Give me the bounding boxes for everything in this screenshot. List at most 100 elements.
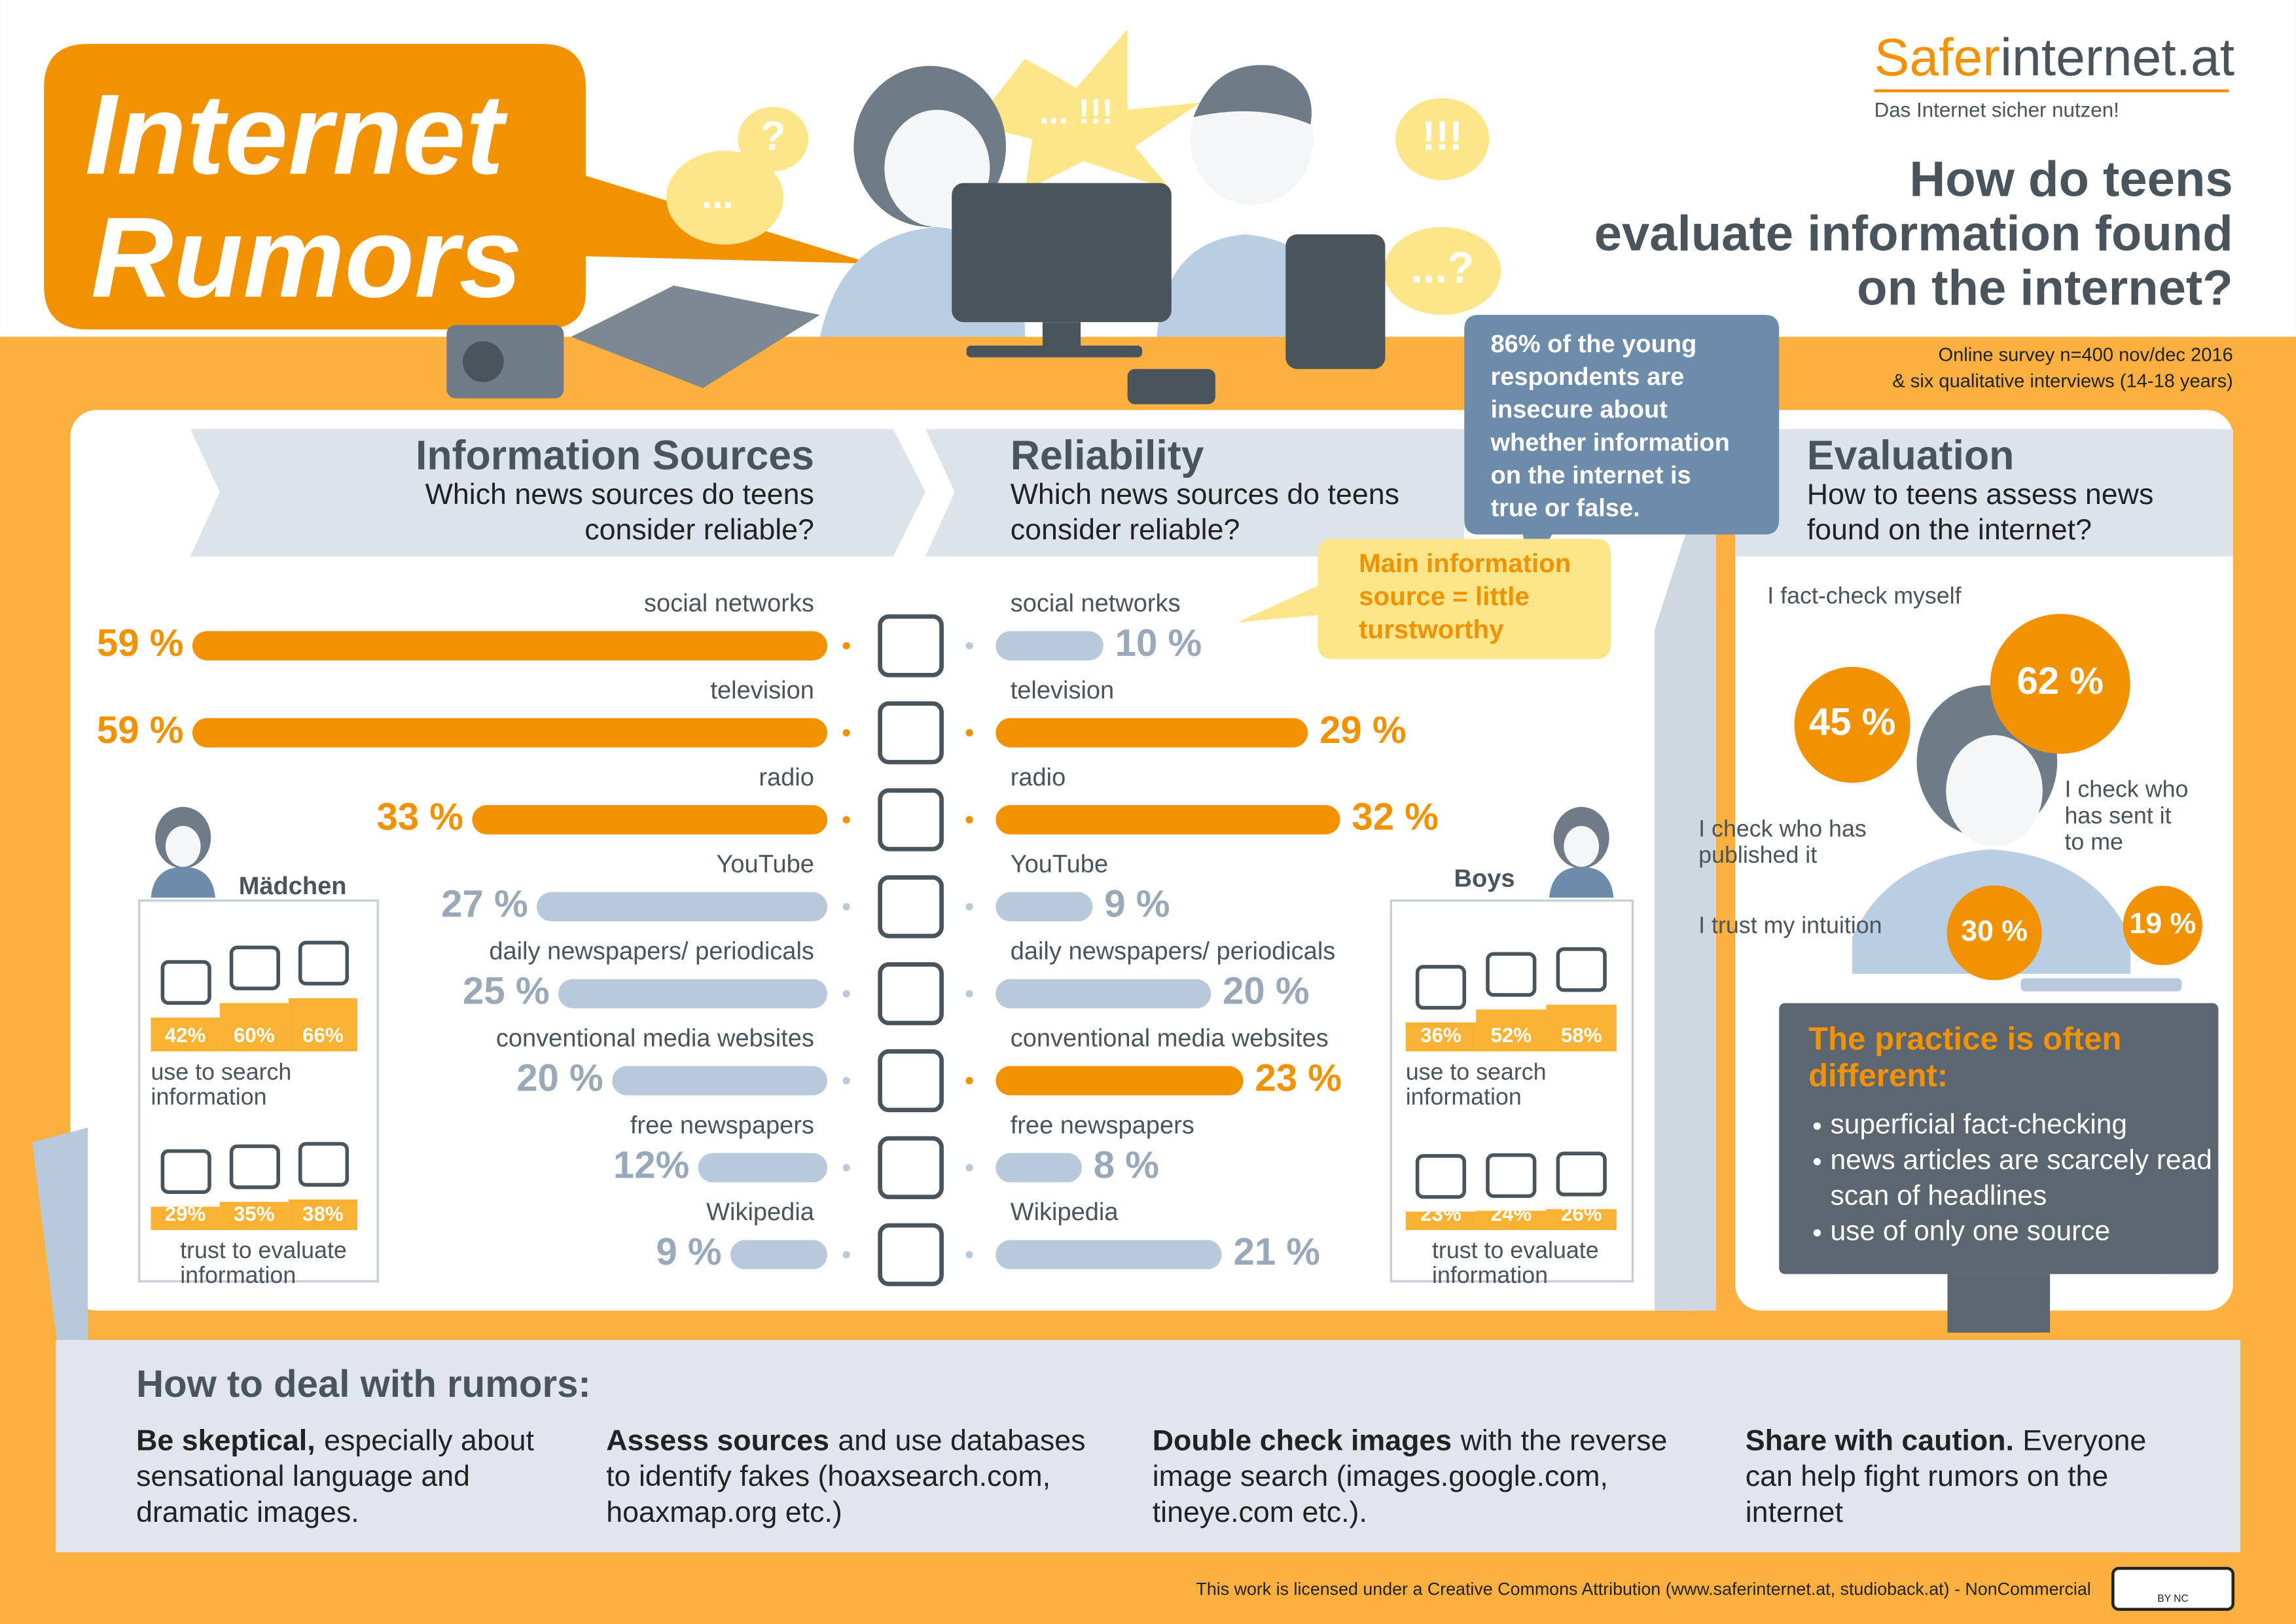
mini-icon bbox=[229, 945, 280, 990]
mini-icon bbox=[160, 960, 211, 1005]
bar bbox=[996, 979, 1211, 1009]
connector-dot bbox=[842, 1251, 850, 1259]
bullet bbox=[1813, 1158, 1821, 1166]
column-label: 60% bbox=[234, 1024, 275, 1047]
callout-line: respondents are bbox=[1490, 363, 1684, 391]
connector-dot bbox=[842, 816, 850, 823]
connector-dot bbox=[842, 1077, 850, 1085]
bar bbox=[192, 631, 828, 660]
bubble-category: I check who has bbox=[1698, 816, 1867, 842]
connector-dot bbox=[965, 1251, 973, 1259]
title: Rumors bbox=[91, 193, 522, 321]
exclamation: !!! bbox=[1422, 113, 1463, 159]
connector-dot bbox=[842, 641, 850, 650]
practice-bullet: scan of headlines bbox=[1831, 1180, 2047, 1211]
tip: sensational language and bbox=[136, 1460, 470, 1492]
connector-dot bbox=[965, 816, 973, 823]
category-label: television bbox=[1011, 677, 1115, 704]
tip-lead: Share with caution. bbox=[1746, 1424, 2014, 1456]
bar bbox=[996, 1153, 1082, 1183]
callout-line: turstworthy bbox=[1359, 615, 1504, 644]
connector-dot bbox=[965, 729, 973, 737]
bubble-label: 30 % bbox=[1961, 914, 2028, 947]
value-label: 33 % bbox=[376, 796, 463, 839]
mini-chart-label: use to search bbox=[1406, 1058, 1547, 1085]
column bbox=[1405, 1022, 1477, 1052]
insecure-text: 86% of the young respondents are insecure … bbox=[1490, 331, 1729, 522]
callout-line: source = little bbox=[1359, 582, 1530, 611]
source-icon bbox=[878, 614, 944, 677]
bullet bbox=[1813, 1122, 1821, 1130]
chart-title: Information Sources bbox=[416, 433, 814, 478]
bubble-category: I check who bbox=[2064, 776, 2188, 803]
column bbox=[151, 1206, 220, 1231]
column bbox=[1476, 1210, 1547, 1231]
connector-dot bbox=[842, 990, 850, 998]
chart-subtitle: consider reliable? bbox=[1011, 513, 1240, 546]
column bbox=[1546, 1004, 1617, 1052]
column-label: 29% bbox=[165, 1202, 206, 1225]
mini-chart-title: Boys bbox=[1454, 865, 1515, 893]
mini-icon bbox=[1415, 1154, 1467, 1199]
mini-chart-label: trust to evaluate bbox=[1432, 1237, 1599, 1263]
value-label: 20 % bbox=[516, 1056, 603, 1099]
mini-chart-title: Mädchen bbox=[239, 873, 347, 900]
mini-chart-label: information bbox=[180, 1262, 296, 1288]
logo: Saferinternet.at bbox=[1874, 28, 2235, 87]
value-label: 20 % bbox=[1223, 969, 1310, 1012]
column bbox=[219, 1202, 289, 1231]
mini-chart-label: information bbox=[1432, 1262, 1548, 1288]
value-label: 32 % bbox=[1352, 796, 1439, 839]
bubble bbox=[2123, 886, 2203, 965]
tagline: Das Internet sicher nutzen! bbox=[1874, 98, 2119, 121]
mini-icon bbox=[1556, 947, 1607, 992]
speech-bubble bbox=[666, 151, 783, 245]
tip-text: with the reverse bbox=[1460, 1424, 1668, 1456]
value-label: 59 % bbox=[97, 709, 184, 751]
bubble-label: 19 % bbox=[2129, 907, 2196, 940]
value-label: 27 % bbox=[441, 883, 528, 926]
column-label: 23% bbox=[1420, 1202, 1462, 1225]
column bbox=[1405, 1211, 1477, 1231]
callout-line: 86% of the young bbox=[1490, 331, 1696, 358]
boy-hair bbox=[1193, 65, 1312, 125]
header-band bbox=[1735, 429, 2233, 557]
tip: Share with caution. Everyone bbox=[1746, 1424, 2147, 1456]
person-face bbox=[1564, 825, 1600, 867]
title: Internet bbox=[85, 70, 509, 198]
tip: Be skeptical, especially about bbox=[136, 1424, 534, 1456]
mini-icon bbox=[229, 1144, 280, 1189]
column-label: 24% bbox=[1490, 1202, 1532, 1225]
value-label: 23 % bbox=[1255, 1056, 1342, 1099]
connector-dot bbox=[842, 729, 850, 737]
column bbox=[1476, 1009, 1547, 1052]
exclamation: ...? bbox=[1410, 244, 1474, 293]
mini-chart-label: information bbox=[1406, 1083, 1522, 1110]
source-icon bbox=[878, 1049, 944, 1113]
bubble-label: 45 % bbox=[1809, 701, 1896, 744]
bar bbox=[698, 1153, 828, 1183]
keyboard bbox=[966, 345, 1143, 357]
speech-bubble bbox=[1395, 98, 1490, 181]
bar bbox=[192, 718, 828, 748]
category-label: social networks bbox=[1011, 590, 1181, 617]
column bbox=[219, 1003, 289, 1052]
speech-bubble bbox=[738, 107, 808, 171]
tip-text: Everyone bbox=[2022, 1424, 2146, 1456]
connector-dot bbox=[965, 1077, 973, 1085]
value-label: 59 % bbox=[97, 622, 184, 664]
newspaper bbox=[571, 285, 820, 388]
bubble-label: 62 % bbox=[2017, 660, 2104, 702]
value-label: 8 % bbox=[1094, 1144, 1159, 1186]
column-label: 42% bbox=[165, 1024, 206, 1047]
bubble-category: to me bbox=[2064, 829, 2123, 855]
category-label: daily newspapers/ periodicals bbox=[1011, 938, 1336, 965]
category-label: conventional media websites bbox=[496, 1024, 814, 1052]
keyboard bbox=[2020, 978, 2182, 992]
mini-icon bbox=[1415, 965, 1467, 1010]
chart-subtitle: How to teens assess news bbox=[1807, 478, 2154, 511]
practice-bullet: use of only one source bbox=[1831, 1216, 2111, 1247]
